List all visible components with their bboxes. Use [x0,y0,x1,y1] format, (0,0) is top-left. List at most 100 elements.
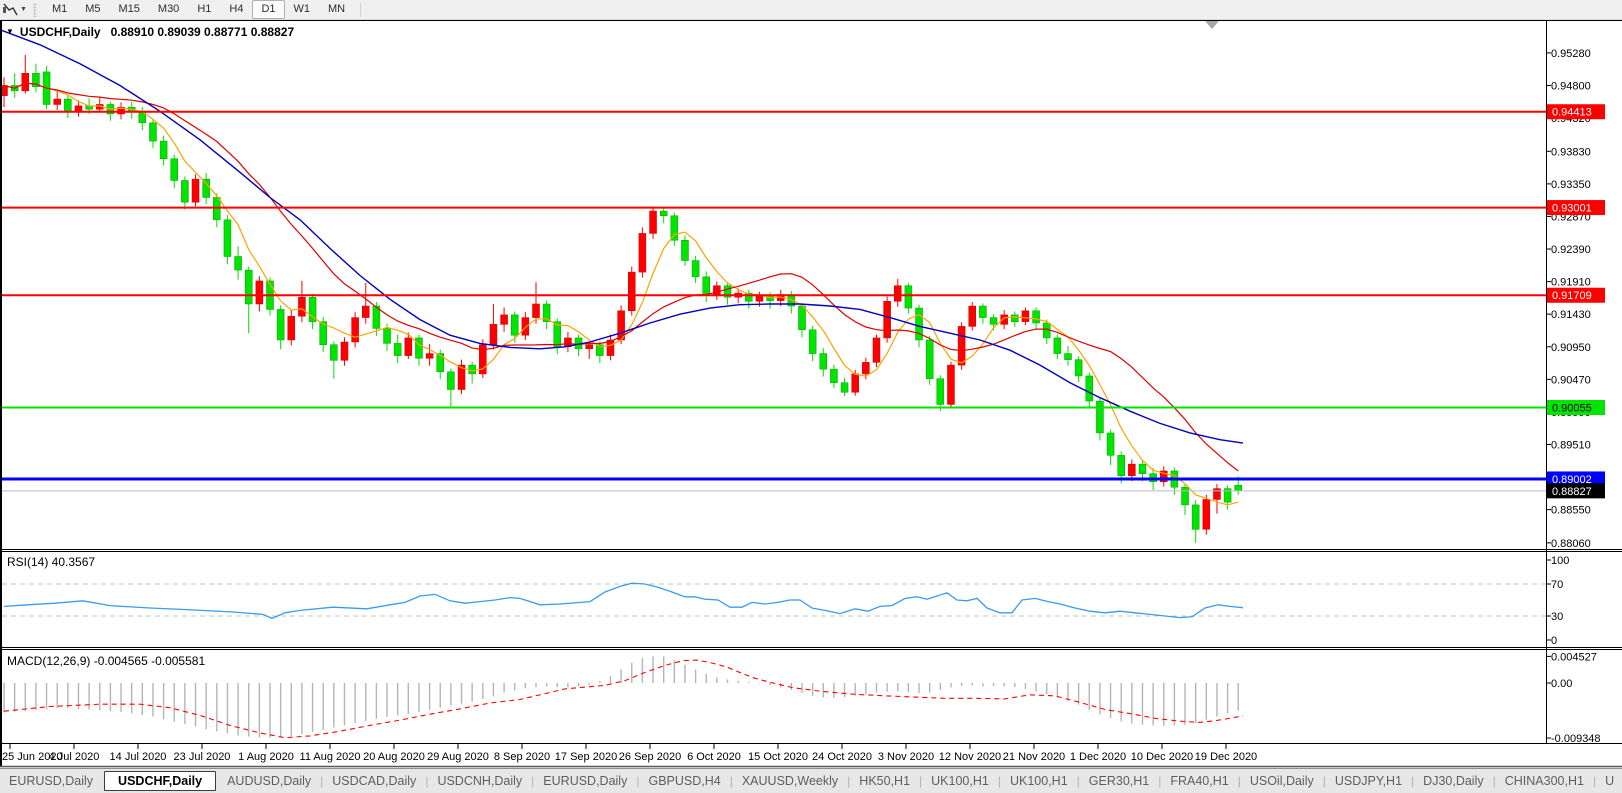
tab-usdcnh-daily[interactable]: USDCNH,Daily [437,774,523,788]
macd-indicator-label: MACD(12,26,9) -0.004565 -0.005581 [7,654,206,668]
tab-separator: | [320,774,324,788]
chart-tabs: EURUSD,Daily USDCHF,Daily AUDUSD,Daily | USD… [0,771,1622,791]
tab-hk50-h1[interactable]: HK50,H1 [859,774,911,788]
svg-text:21 Nov 2020: 21 Nov 2020 [1003,751,1065,763]
tab-usdcad-daily[interactable]: USDCAD,Daily [332,774,417,788]
svg-text:0.88550: 0.88550 [1551,505,1591,517]
svg-text:0.91910: 0.91910 [1551,277,1591,289]
tab-separator: | [531,774,535,788]
tab-separator: | [1076,774,1080,788]
svg-text:-0.009348: -0.009348 [1551,733,1601,745]
svg-text:0.91430: 0.91430 [1551,309,1591,321]
svg-text:24 Oct 2020: 24 Oct 2020 [812,751,872,763]
tab-separator: | [997,774,1001,788]
svg-text:11 Aug 2020: 11 Aug 2020 [300,751,361,763]
svg-text:0.90470: 0.90470 [1551,374,1591,386]
moving-averages [2,29,1244,506]
svg-text:0: 0 [1551,635,1557,647]
tab-separator: | [729,774,733,788]
svg-text:0.004527: 0.004527 [1551,651,1597,663]
chart-collapse-marker-icon: ▼ [6,26,14,36]
tab-separator: | [1237,774,1241,788]
timeframe-button-h4[interactable]: H4 [229,3,244,15]
price-badge-resistance-3: 0.91709 [1552,290,1592,302]
svg-text:10 Dec 2020: 10 Dec 2020 [1131,751,1193,763]
price-badge-support-blue: 0.89002 [1552,474,1592,486]
svg-text:70: 70 [1551,579,1563,591]
tab-gbpusd-h4[interactable]: GBPUSD,H4 [648,774,721,788]
timeframe-button-m15[interactable]: M15 [118,3,140,15]
svg-text:0.95280: 0.95280 [1551,48,1591,60]
tab-separator: | [919,774,923,788]
svg-text:0.90950: 0.90950 [1551,342,1591,354]
tab-separator: | [847,774,851,788]
svg-text:1 Dec 2020: 1 Dec 2020 [1070,751,1126,763]
timeframe-button-m30[interactable]: M30 [157,3,180,15]
timeframe-toolbar: ▼ M1 M5 M15 M30 H1 H4 D1 W1 MN [0,0,1622,20]
svg-text:15 Oct 2020: 15 Oct 2020 [748,751,808,763]
chart-shift-marker[interactable] [1205,21,1219,29]
svg-text:0.00: 0.00 [1551,678,1572,690]
tab-xauusd-weekly[interactable]: XAUUSD,Weekly [741,774,839,788]
tab-audusd-daily[interactable]: AUDUSD,Daily [227,774,312,788]
svg-text:100: 100 [1551,555,1569,567]
svg-text:30: 30 [1551,611,1563,623]
tab-separator: | [1492,774,1496,788]
tab-separator: | [636,774,640,788]
tab-dj30-daily[interactable]: DJ30,Daily [1423,774,1484,788]
candlestick-chart-icon[interactable] [2,2,18,18]
timeframe-button-m1[interactable]: M1 [51,3,68,15]
svg-text:23 Jul 2020: 23 Jul 2020 [174,751,231,763]
toolbar-separator [360,2,362,17]
rsi-indicator-label: RSI(14) 40.3567 [7,555,96,569]
svg-text:12 Nov 2020: 12 Nov 2020 [939,751,1001,763]
timeframe-button-h1[interactable]: H1 [197,3,212,15]
tab-usoil-daily[interactable]: USOil,Daily [1249,774,1314,788]
svg-text:0.93350: 0.93350 [1551,179,1591,191]
svg-text:0.93830: 0.93830 [1551,146,1591,158]
price-badge-support-green: 0.90055 [1552,402,1592,414]
svg-text:29 Aug 2020: 29 Aug 2020 [427,751,489,763]
chart-title-symbol: USDCHF,Daily [19,25,101,39]
tab-uk100-h1[interactable]: UK100,H1 [1009,774,1068,788]
tab-eurusd-daily[interactable]: EURUSD,Daily [9,774,94,788]
chart-title-ohlc: 0.88910 0.89039 0.88771 0.88827 [110,25,295,39]
tab-separator: | [1322,774,1326,788]
macd-pane: 0.004527 0.00 -0.009348 [3,651,1601,745]
toolbar-grip-handle[interactable] [32,2,37,17]
svg-text:4 Jul 2020: 4 Jul 2020 [49,751,100,763]
svg-text:3 Nov 2020: 3 Nov 2020 [878,751,934,763]
timeframe-button-w1[interactable]: W1 [293,3,311,15]
svg-text:20 Aug 2020: 20 Aug 2020 [363,751,425,763]
timeframe-button-mn[interactable]: MN [328,3,346,15]
price-axis: 0.952800.948000.943200.938300.933500.928… [1546,48,1605,550]
tab-overflow-truncated[interactable]: U [1605,774,1615,788]
svg-text:0.89510: 0.89510 [1551,439,1591,451]
tab-usdchf-daily[interactable]: USDCHF,Daily [104,771,217,791]
tab-separator: | [425,774,429,788]
rsi-pane: 100 70 30 0 [2,555,1569,647]
price-badge-resistance-2: 0.93001 [1552,203,1592,215]
svg-text:0.94800: 0.94800 [1551,80,1591,92]
candles [2,54,1242,543]
chart-tab-bar: EURUSD,Daily USDCHF,Daily AUDUSD,Daily | USD… [0,768,1622,793]
chart-tool-dropdown-icon[interactable]: ▼ [20,6,27,13]
svg-text:6 Oct 2020: 6 Oct 2020 [687,751,741,763]
tab-fra40-h1[interactable]: FRA40,H1 [1170,774,1229,788]
timeframe-button-d1[interactable]: D1 [252,0,285,19]
tab-usdjpy-h1[interactable]: USDJPY,H1 [1334,774,1403,788]
tab-uk100-h1[interactable]: UK100,H1 [931,774,989,788]
svg-text:0.88060: 0.88060 [1551,538,1591,550]
timeframe-button-m5[interactable]: M5 [85,3,101,15]
tab-china300-h1[interactable]: CHINA300,H1 [1504,774,1584,788]
tab-ger30-h1[interactable]: GER30,H1 [1088,774,1150,788]
chart-title: ▼ USDCHF,Daily 0.88910 0.89039 0.88771 0… [6,25,294,39]
tab-separator: | [1411,774,1415,788]
svg-text:26 Sep 2020: 26 Sep 2020 [619,751,681,763]
horizontal-level-lines[interactable] [2,110,1546,492]
svg-text:25 Jun 2020: 25 Jun 2020 [2,751,63,763]
tab-eurusd-daily[interactable]: EURUSD,Daily [543,774,628,788]
tab-separator: | [1592,774,1597,788]
